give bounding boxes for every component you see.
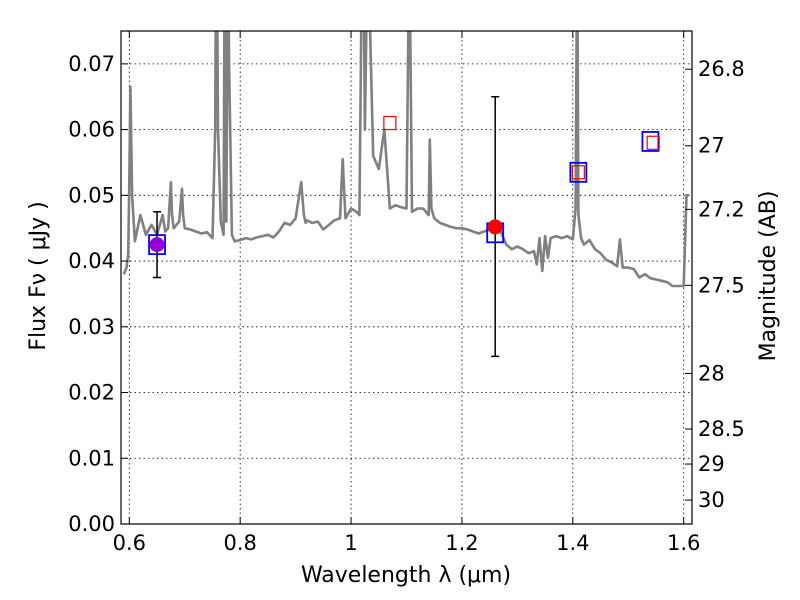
y-tick-label: 0.00 bbox=[68, 512, 115, 536]
synthetic-point bbox=[383, 115, 397, 131]
y2-tick-label: 30 bbox=[698, 488, 725, 512]
x-tick-label: 1.4 bbox=[556, 531, 589, 555]
x-tick-label: 1 bbox=[344, 531, 357, 555]
model-point bbox=[569, 161, 588, 183]
x-tick-label: 0.8 bbox=[223, 531, 256, 555]
y-tick-label: 0.06 bbox=[68, 118, 115, 142]
plot-frame bbox=[120, 30, 693, 525]
y2-tick-label: 28 bbox=[698, 361, 725, 385]
y-axis-label: Flux Fν ( μJy ) bbox=[26, 201, 51, 350]
observed-point bbox=[487, 219, 503, 235]
y-tick-label: 0.03 bbox=[68, 315, 115, 339]
spectrum-layer bbox=[122, 31, 690, 288]
observed-point bbox=[149, 237, 165, 253]
y2-tick-label: 27.5 bbox=[698, 273, 745, 297]
y-tick-label: 0.05 bbox=[68, 183, 115, 207]
y2-tick-label: 26.8 bbox=[698, 57, 745, 81]
ticks-layer bbox=[121, 31, 692, 525]
y2-tick-label: 27 bbox=[698, 134, 725, 158]
tick-labels-layer: 0.6 0.8 1 1.2 1.4 1.6 0.00 0.01 0.02 0.03 0.04 0.05… bbox=[68, 52, 745, 555]
y2-axis-label: Magnitude (AB) bbox=[756, 191, 781, 362]
synthetic-point bbox=[571, 165, 585, 180]
spectrum-line bbox=[122, 31, 690, 288]
y-tick-label: 0.02 bbox=[68, 381, 115, 405]
y-tick-label: 0.07 bbox=[68, 52, 115, 76]
y-tick-label: 0.01 bbox=[68, 446, 115, 470]
synthetic-point bbox=[646, 135, 660, 150]
model-point bbox=[641, 131, 660, 152]
y2-tick-label: 27.2 bbox=[698, 197, 745, 221]
points-layer bbox=[148, 95, 660, 358]
x-axis-label: Wavelength λ (μm) bbox=[301, 563, 511, 588]
x-tick-label: 1.6 bbox=[667, 531, 700, 555]
plot-border bbox=[120, 30, 693, 525]
y2-tick-label: 29 bbox=[698, 452, 725, 476]
model-point bbox=[148, 234, 166, 256]
x-tick-label: 1.2 bbox=[445, 531, 478, 555]
x-tick-label: 0.6 bbox=[113, 531, 146, 555]
y2-tick-label: 28.5 bbox=[698, 417, 745, 441]
y-tick-label: 0.04 bbox=[68, 249, 115, 273]
